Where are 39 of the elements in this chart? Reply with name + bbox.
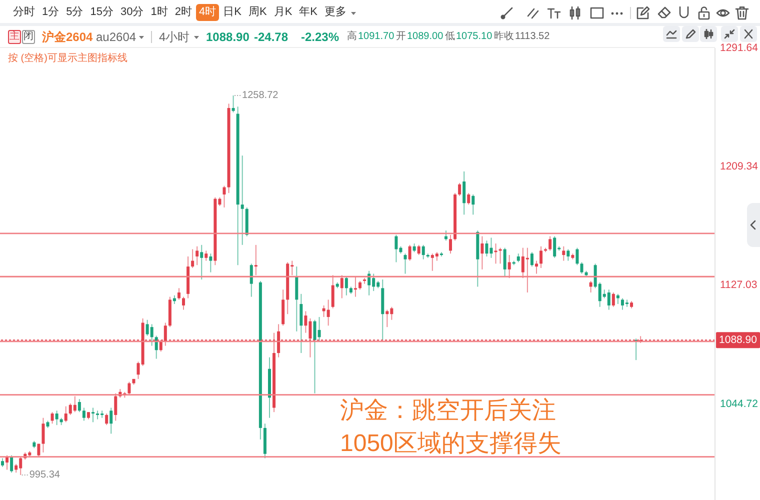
annotation: 按 (空格)可显示主图指标线 (8, 52, 128, 66)
text: 15分 (89, 5, 114, 20)
annotation: 1258.72 (242, 90, 279, 101)
text: -24.78 (254, 29, 288, 45)
text: 日K (222, 5, 242, 20)
text: 周K (247, 5, 268, 20)
text: 1088.90 (206, 29, 250, 45)
text: 低 (445, 30, 455, 44)
text: 1075.10 (456, 30, 492, 44)
text: 分时 (12, 5, 36, 20)
text: -2.23% (301, 29, 340, 45)
y-tick-label: 1044.72 (720, 398, 758, 410)
ref-line-label: 1088.90 (719, 334, 758, 346)
text: 1113.52 (515, 30, 550, 44)
text: 2时 (174, 5, 193, 20)
annotation: 995.34 (29, 470, 60, 481)
text: 高 (347, 30, 357, 44)
y-tick-label: 1127.03 (720, 279, 758, 292)
text: 5分 (65, 5, 84, 20)
annotation: 1050区域的支撑得失 (340, 430, 562, 458)
text: 1089.00 (407, 30, 444, 44)
text: 年K (298, 5, 318, 20)
text: 开 (396, 30, 406, 44)
text: 1分 (41, 5, 60, 20)
text: 月K (272, 5, 294, 20)
text: 主 (8, 30, 21, 44)
text: 1091.70 (358, 30, 394, 44)
text: 闭 (22, 30, 35, 44)
text: 沪金2604 (42, 29, 93, 45)
text: au2604 (96, 29, 136, 45)
text: 更多 (324, 5, 348, 20)
text: 昨收 (494, 30, 514, 44)
y-tick-label: 1209.34 (720, 160, 758, 173)
annotation: 沪金：跳空开后关注 (340, 397, 556, 425)
text: 1时 (150, 5, 169, 20)
y-tick-label: 1291.64 (720, 42, 758, 54)
text: 30分 (120, 5, 145, 20)
text: 4小时 (159, 29, 190, 45)
text: 4时 (196, 4, 220, 21)
